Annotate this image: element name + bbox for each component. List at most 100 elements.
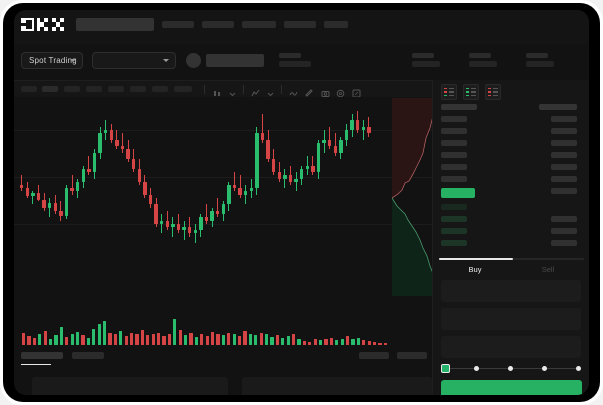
bid-row-price[interactable] [441,216,467,222]
tab-sell[interactable]: Sell [541,265,555,274]
bottom-action-0[interactable] [359,352,389,359]
bid-row-price[interactable] [441,204,467,210]
order-price-field[interactable] [441,280,581,302]
amount-slider-handle[interactable] [441,364,450,373]
market-sub-bar: Spot Trading [14,44,589,80]
amount-slider-stop-75[interactable] [542,366,547,371]
candle-body [328,139,332,147]
interval-button-0[interactable] [21,86,37,92]
nav-item-1[interactable] [202,21,234,28]
fullscreen-icon[interactable] [352,85,361,98]
candle-body [120,146,125,150]
nav-item-4[interactable] [324,21,348,28]
stat-1-label [412,53,434,58]
buy-sell-tab-track [439,258,584,260]
nav-item-2[interactable] [242,21,276,28]
volume-bar [286,336,290,345]
interval-button-1[interactable] [42,86,58,92]
candle-body [188,227,192,234]
candle-wick [362,120,364,140]
candle-body [42,199,46,208]
volume-bar [27,336,31,345]
volume-bar [329,337,333,345]
candle-body [367,126,371,134]
volume-bar [265,334,269,345]
candle-body [92,152,97,173]
interval-button-2[interactable] [64,86,80,92]
stat-0-value [279,61,311,67]
orderbook-header-size [539,104,577,110]
order-total-field[interactable] [441,336,581,358]
candle-body [339,139,343,153]
orderbook-both-icon[interactable] [441,84,457,100]
volume-bar [189,332,193,345]
interval-button-3[interactable] [86,86,102,92]
candle-body [316,143,321,173]
candle-body [260,133,265,140]
okx-logo-icon[interactable] [21,18,65,31]
candle-wick [172,217,174,237]
volume-bar [173,319,177,345]
ask-row-price[interactable] [441,140,467,146]
search-input[interactable] [76,18,154,31]
tab-buy[interactable]: Buy [468,265,482,274]
ask-row-price[interactable] [441,164,467,170]
chevron-down-icon[interactable] [228,85,237,97]
stat-2-label [469,53,491,58]
ask-row-price[interactable] [441,152,467,158]
orderbook-last-price-row[interactable] [441,188,475,198]
trading-pair-select[interactable] [92,52,176,69]
ask-row-price[interactable] [441,176,467,182]
order-amount-field[interactable] [441,308,581,330]
candle-body [272,159,276,173]
interval-button-4[interactable] [108,86,124,92]
nav-item-0[interactable] [162,21,194,28]
candle-body [193,230,197,234]
volume-bar [32,337,36,345]
bid-row-price[interactable] [441,240,467,246]
orderbook-asks-icon[interactable] [485,84,501,100]
orderbook-bids-icon[interactable] [463,84,479,100]
volume-bar [103,321,107,345]
order-book-panel: Buy Sell [432,80,589,395]
bottom-content-block-0 [32,377,228,395]
submit-buy-button[interactable] [441,380,582,395]
candle-body [182,227,186,231]
settings-icon[interactable] [336,85,345,98]
amount-slider-stop-100[interactable] [576,366,581,371]
candle-body [232,185,237,189]
candle-wick [161,214,163,234]
camera-icon[interactable] [321,85,330,97]
volume-bar [157,332,161,345]
nav-item-3[interactable] [284,21,316,28]
ask-row-price[interactable] [441,116,467,122]
candlestick-type-icon[interactable] [213,85,222,96]
interval-button-5[interactable] [130,86,146,92]
bottom-tab-0[interactable] [21,352,63,359]
candle-body [154,204,158,224]
line-tool-icon[interactable] [289,85,298,96]
indicator-icon[interactable] [251,85,260,97]
amount-slider-stop-25[interactable] [474,366,479,371]
amount-slider-stop-50[interactable] [508,366,513,371]
ask-row-price[interactable] [441,128,467,134]
candle-body [210,210,214,221]
top-navigation-bar [14,10,589,44]
chevron-down-icon[interactable] [266,85,275,97]
interval-button-7[interactable] [174,86,192,92]
candle-wick [32,191,34,205]
bid-row-price[interactable] [441,228,467,234]
volume-bar [340,338,344,345]
bottom-tab-1[interactable] [72,352,104,359]
volume-bar [319,340,323,345]
price-chart[interactable] [14,97,432,347]
candle-wick [183,220,185,240]
market-type-select[interactable]: Spot Trading [21,52,83,69]
pencil-icon[interactable] [305,85,314,97]
bottom-action-1[interactable] [397,352,427,359]
candle-body [104,130,108,134]
interval-button-6[interactable] [152,86,168,92]
volume-bar [275,335,279,345]
volume-bar [146,335,150,345]
candle-wick [284,168,286,189]
